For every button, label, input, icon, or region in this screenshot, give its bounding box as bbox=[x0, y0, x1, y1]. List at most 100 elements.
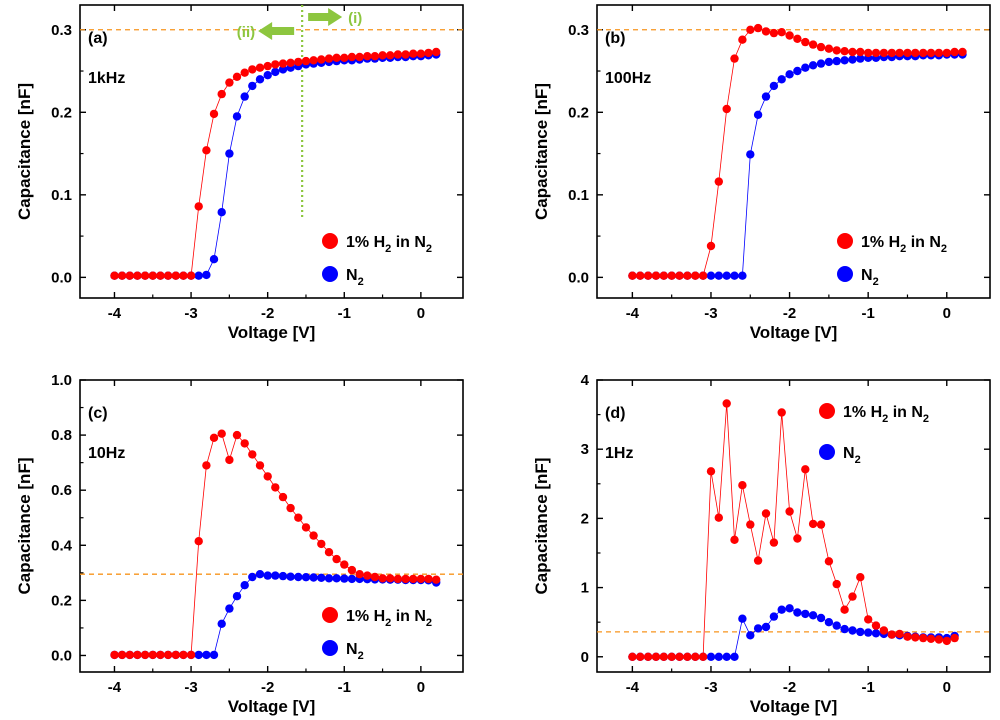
data-point-h2 bbox=[848, 47, 857, 57]
data-point-h2 bbox=[271, 60, 280, 69]
data-point-n2 bbox=[761, 92, 771, 101]
data-point-h2 bbox=[271, 483, 280, 492]
data-point-n2 bbox=[832, 56, 841, 66]
data-point-h2 bbox=[355, 570, 364, 579]
data-point-h2 bbox=[393, 50, 403, 59]
data-point-h2 bbox=[386, 51, 395, 60]
data-point-n2 bbox=[801, 609, 810, 619]
data-point-n2 bbox=[255, 75, 265, 84]
data-point-n2 bbox=[294, 572, 303, 582]
data-point-h2 bbox=[722, 399, 731, 408]
data-point-h2 bbox=[895, 48, 904, 58]
data-point-h2 bbox=[386, 574, 395, 583]
data-point-n2 bbox=[240, 581, 249, 590]
data-point-n2 bbox=[832, 621, 841, 630]
x-tick-label: -3 bbox=[704, 305, 717, 322]
data-point-h2 bbox=[393, 574, 403, 584]
data-point-h2 bbox=[156, 271, 165, 280]
data-point-h2 bbox=[950, 47, 959, 57]
data-point-h2 bbox=[294, 57, 303, 67]
legend-marker-h2 bbox=[819, 403, 835, 419]
x-tick-label: -3 bbox=[184, 305, 197, 322]
data-point-h2 bbox=[186, 650, 196, 660]
x-tick-label: -4 bbox=[108, 305, 122, 322]
data-point-h2 bbox=[840, 47, 849, 56]
x-tick-label: -1 bbox=[338, 305, 351, 322]
data-point-n2 bbox=[706, 271, 716, 280]
data-point-h2 bbox=[793, 34, 802, 43]
y-axis-title: Capacitance [nF] bbox=[15, 458, 34, 595]
panel-label: (b) bbox=[605, 30, 625, 47]
data-point-h2 bbox=[363, 571, 372, 580]
frequency-label: 1Hz bbox=[605, 445, 633, 462]
data-point-h2 bbox=[738, 481, 747, 490]
data-point-h2 bbox=[263, 61, 272, 71]
y-tick-label: 0.6 bbox=[51, 482, 72, 499]
legend-marker-n2 bbox=[819, 444, 835, 460]
data-point-h2 bbox=[324, 54, 334, 63]
data-point-n2 bbox=[856, 627, 865, 637]
data-point-n2 bbox=[816, 59, 826, 68]
plot-frame bbox=[596, 379, 991, 673]
data-point-n2 bbox=[714, 652, 723, 661]
legend-label-part: 2 bbox=[855, 454, 861, 466]
data-point-h2 bbox=[347, 52, 357, 62]
data-point-n2 bbox=[248, 81, 257, 91]
data-point-n2 bbox=[848, 55, 857, 64]
data-point-n2 bbox=[738, 271, 747, 280]
data-point-n2 bbox=[209, 255, 219, 264]
legend-label-part: 2 bbox=[426, 617, 432, 629]
data-point-h2 bbox=[871, 621, 881, 630]
x-tick-label: -2 bbox=[261, 679, 274, 696]
data-point-n2 bbox=[871, 629, 881, 638]
data-point-h2 bbox=[225, 78, 234, 87]
data-point-h2 bbox=[887, 630, 896, 639]
data-point-n2 bbox=[278, 65, 288, 74]
data-point-h2 bbox=[777, 408, 786, 417]
data-point-h2 bbox=[263, 472, 272, 481]
data-point-h2 bbox=[919, 48, 928, 58]
data-point-h2 bbox=[171, 271, 180, 280]
x-tick-label: -2 bbox=[783, 679, 796, 696]
data-point-h2 bbox=[301, 523, 311, 532]
arrow-right-icon bbox=[308, 8, 343, 26]
annotation-ii: (ii) bbox=[237, 24, 255, 41]
x-tick-label: -1 bbox=[861, 679, 874, 696]
data-point-n2 bbox=[785, 604, 794, 613]
data-point-h2 bbox=[903, 48, 912, 58]
data-point-h2 bbox=[148, 271, 157, 280]
data-point-h2 bbox=[706, 241, 716, 251]
y-tick-label: 0.8 bbox=[51, 427, 72, 444]
legend: 1% H2 in N2 N2 bbox=[322, 233, 432, 288]
data-point-h2 bbox=[879, 626, 889, 635]
data-point-h2 bbox=[926, 634, 936, 643]
legend-label-part: 2 bbox=[923, 413, 929, 425]
data-point-n2 bbox=[309, 573, 318, 582]
data-point-n2 bbox=[202, 650, 211, 660]
data-point-h2 bbox=[659, 271, 668, 280]
data-point-n2 bbox=[255, 570, 265, 579]
data-point-h2 bbox=[714, 513, 723, 522]
data-point-h2 bbox=[156, 650, 165, 660]
legend-label-part: 2 bbox=[358, 276, 364, 288]
data-point-h2 bbox=[738, 35, 747, 44]
data-point-h2 bbox=[432, 47, 441, 57]
x-tick-label: -4 bbox=[626, 679, 640, 696]
data-point-h2 bbox=[179, 271, 188, 280]
plot-frame bbox=[596, 4, 991, 299]
x-tick-label: -1 bbox=[338, 679, 351, 696]
data-point-n2 bbox=[746, 150, 755, 159]
data-point-h2 bbox=[643, 271, 653, 280]
x-axis-title: Voltage [V] bbox=[750, 323, 838, 342]
data-point-h2 bbox=[202, 146, 211, 155]
data-point-h2 bbox=[332, 53, 341, 62]
data-point-h2 bbox=[691, 652, 700, 661]
legend-label-n2: N2 bbox=[346, 267, 364, 288]
data-point-h2 bbox=[722, 104, 731, 114]
x-tick-label: -3 bbox=[704, 679, 717, 696]
legend-label-h2: 1% H2 in N2 bbox=[346, 234, 432, 255]
series-line-n2 bbox=[114, 573, 437, 656]
